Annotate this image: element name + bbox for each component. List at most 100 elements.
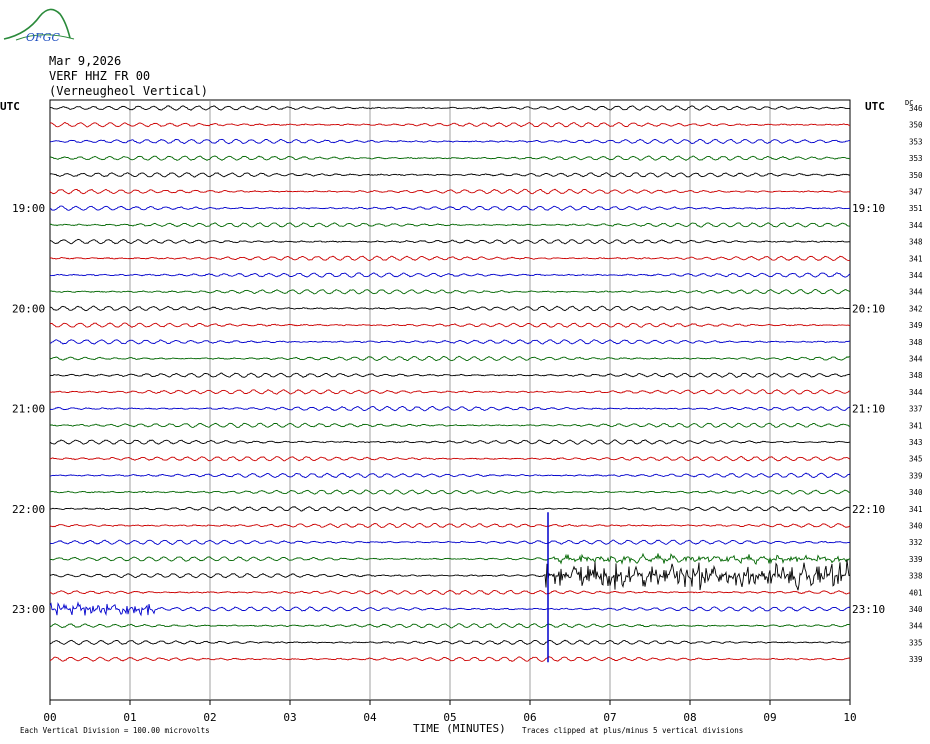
header-location: (Verneugheol Vertical) <box>49 84 208 98</box>
header-date: Mar 9,2026 <box>49 54 122 68</box>
dc-offset-label: 353 <box>909 137 923 146</box>
left-time-label: 21:00 <box>12 403 45 416</box>
dc-offset-label: 401 <box>909 588 923 597</box>
trace-row-26 <box>49 539 851 546</box>
trace-row-7 <box>49 222 851 228</box>
dc-offset-label: 353 <box>909 154 923 163</box>
trace-row-11 <box>49 289 851 295</box>
footer-left-note: Each Vertical Division = 100.00 microvol… <box>20 726 210 735</box>
trace-row-9 <box>49 255 851 262</box>
x-tick-label: 09 <box>763 711 776 724</box>
dc-offset-label: 335 <box>909 638 923 647</box>
dc-offset-label: 344 <box>909 355 923 364</box>
trace-row-14 <box>50 339 851 345</box>
right-time-label: 21:10 <box>852 403 885 416</box>
trace-row-23 <box>49 489 851 495</box>
trace-row-0 <box>49 105 851 111</box>
dc-offset-label: 340 <box>909 488 923 497</box>
dc-offset-label: 350 <box>909 171 923 180</box>
dc-offset-label: 337 <box>909 405 923 414</box>
trace-row-1 <box>49 121 850 128</box>
trace-row-5 <box>49 188 851 195</box>
x-tick-label: 02 <box>203 711 216 724</box>
trace-row-25 <box>49 522 851 529</box>
dc-offset-label: 341 <box>909 421 923 430</box>
x-tick-label: 05 <box>443 711 456 724</box>
left-time-label: 20:00 <box>12 302 45 315</box>
dc-offset-label: 332 <box>909 538 923 547</box>
dc-offset-label: 349 <box>909 321 923 330</box>
dc-offset-label: 341 <box>909 505 923 514</box>
trace-row-17 <box>49 389 851 395</box>
trace-row-4 <box>49 172 851 178</box>
trace-row-22 <box>49 472 851 479</box>
dc-offset-label: 339 <box>909 471 923 480</box>
trace-row-15 <box>49 355 851 362</box>
right-axis-title: UTC <box>865 100 885 113</box>
left-axis-title: UTC <box>0 100 20 113</box>
header-station: VERF HHZ FR 00 <box>49 69 151 83</box>
trace-row-12 <box>49 305 851 312</box>
right-time-label: 19:10 <box>852 202 885 215</box>
dc-offset-label: 339 <box>909 655 923 664</box>
x-tick-label: 00 <box>43 711 56 724</box>
footer-right-note: Traces clipped at plus/minus 5 vertical … <box>522 726 743 735</box>
x-axis-title: TIME (MINUTES) <box>413 722 506 735</box>
trace-row-21 <box>49 455 851 462</box>
chart-grid <box>49 99 851 705</box>
trace-row-31 <box>49 623 851 629</box>
x-tick-label: 03 <box>283 711 296 724</box>
logo-text: OFGC <box>26 31 60 44</box>
trace-row-29 <box>49 589 851 596</box>
trace-row-19 <box>49 422 851 429</box>
dc-offset-label: 351 <box>909 204 923 213</box>
trace-row-13 <box>49 322 851 328</box>
trace-row-32 <box>49 639 851 646</box>
observatory-logo: OFGC <box>3 8 75 44</box>
right-time-label: 20:10 <box>852 302 885 315</box>
dc-offset-label: 348 <box>909 238 923 247</box>
chart-labels: 00 01 02 03 04 05 06 07 08 09 10 19:00 20:00 21:00 22:… <box>12 104 923 724</box>
trace-row-8 <box>49 238 851 245</box>
x-tick-label: 07 <box>603 711 616 724</box>
dc-offset-label: 340 <box>909 522 923 531</box>
trace-row-10 <box>49 272 851 278</box>
trace-row-6 <box>49 205 851 211</box>
trace-row-30 <box>49 601 851 617</box>
dc-offset-label: 343 <box>909 438 923 447</box>
left-time-label: 22:00 <box>12 503 45 516</box>
trace-row-33 <box>49 656 851 662</box>
dc-offset-label: 347 <box>909 188 923 197</box>
dc-offset-label: 344 <box>909 271 923 280</box>
trace-row-2 <box>49 138 850 145</box>
x-tick-label: 10 <box>843 711 856 724</box>
left-time-label: 19:00 <box>12 202 45 215</box>
mountain-logo-icon <box>3 8 75 41</box>
trace-series <box>49 105 851 663</box>
dc-offset-label: 345 <box>909 455 923 464</box>
dc-offset-label: 341 <box>909 254 923 263</box>
left-time-label: 23:00 <box>12 603 45 616</box>
dc-offset-label: 338 <box>909 572 923 581</box>
x-tick-label: 06 <box>523 711 536 724</box>
trace-row-16 <box>49 372 851 378</box>
x-tick-label: 01 <box>123 711 136 724</box>
trace-row-18 <box>49 405 851 412</box>
trace-row-24 <box>49 506 851 512</box>
dc-offset-label: 346 <box>909 104 923 113</box>
trace-row-27 <box>49 552 851 566</box>
trace-row-28 <box>49 559 851 591</box>
right-time-label: 23:10 <box>852 603 885 616</box>
right-time-label: 22:10 <box>852 503 885 516</box>
dc-offset-label: 344 <box>909 622 923 631</box>
dc-offset-label: 339 <box>909 555 923 564</box>
dc-offset-label: 348 <box>909 371 923 380</box>
trace-row-20 <box>49 439 851 445</box>
dc-offset-label: 350 <box>909 121 923 130</box>
dc-offset-label: 344 <box>909 288 923 297</box>
dc-offset-label: 344 <box>909 221 923 230</box>
dc-label: DC <box>905 99 913 107</box>
dc-offset-label: 342 <box>909 304 923 313</box>
trace-row-3 <box>49 155 850 161</box>
